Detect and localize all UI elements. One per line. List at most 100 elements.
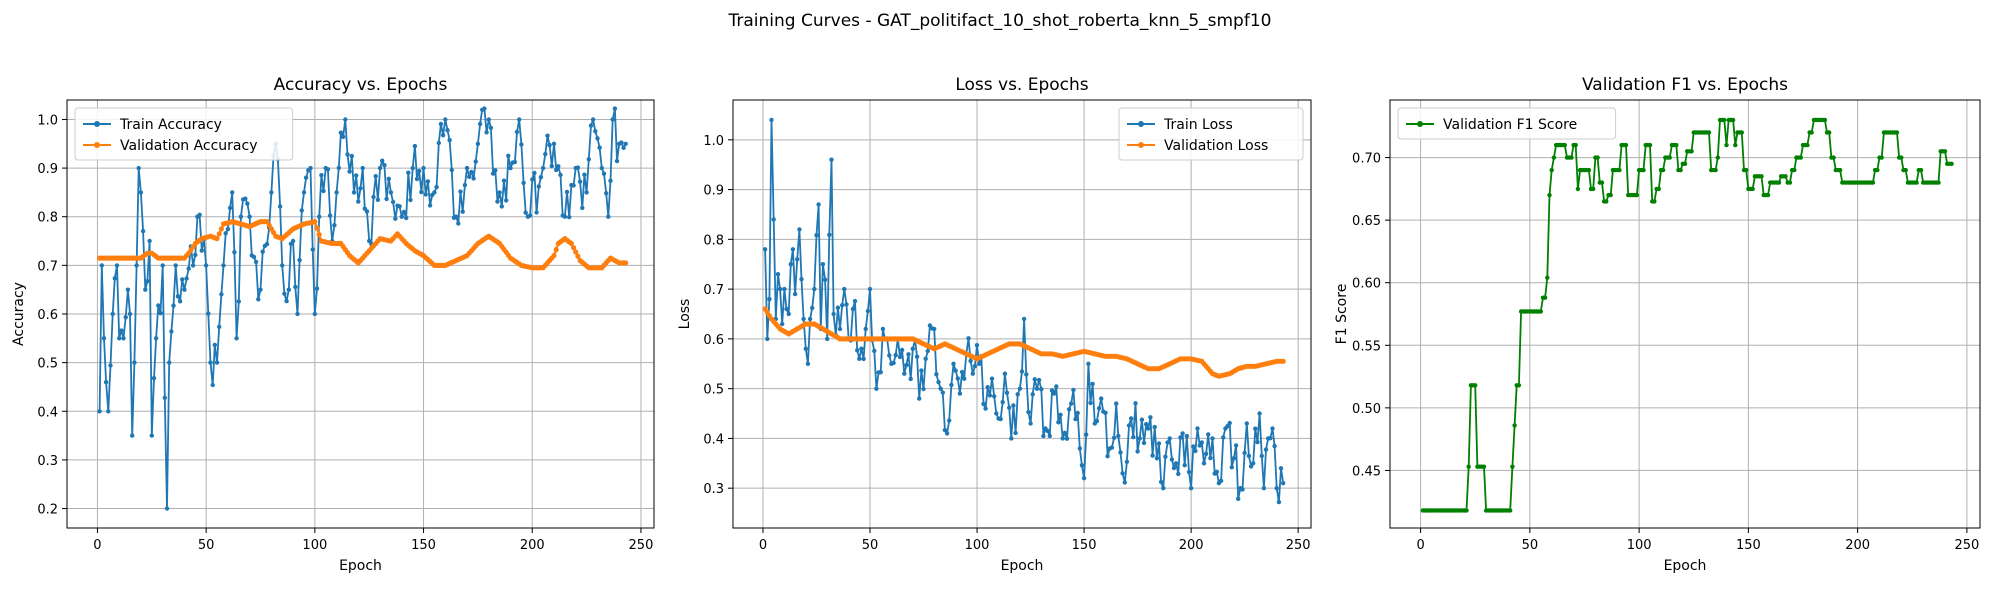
- data-point: [863, 326, 868, 332]
- data-point: [299, 208, 304, 213]
- data-point: [1084, 432, 1089, 437]
- data-point: [456, 221, 461, 226]
- data-point: [1608, 192, 1613, 198]
- data-point: [604, 191, 609, 196]
- data-point: [771, 217, 776, 222]
- data-point: [953, 368, 958, 373]
- data-point: [162, 395, 167, 400]
- data-point: [110, 311, 115, 317]
- data-point: [247, 214, 252, 219]
- data-point: [610, 117, 615, 122]
- data-point: [983, 406, 988, 411]
- x-tick-label: 100: [302, 538, 327, 553]
- data-point: [454, 214, 459, 219]
- data-point: [837, 326, 843, 332]
- data-point: [1017, 386, 1023, 391]
- data-point: [425, 179, 431, 184]
- data-point: [1054, 384, 1059, 389]
- data-point: [777, 286, 783, 292]
- data-point: [408, 197, 413, 203]
- data-point: [1246, 453, 1252, 459]
- x-tick-label: 200: [1845, 538, 1870, 553]
- data-point: [1787, 180, 1793, 185]
- data-point: [256, 297, 261, 302]
- data-point: [1137, 436, 1142, 441]
- series-validation-loss: [762, 306, 1286, 379]
- data-point: [1765, 192, 1771, 198]
- plot-frame: [732, 99, 1312, 529]
- data-point: [1051, 391, 1057, 396]
- data-point: [577, 179, 583, 184]
- data-point: [121, 336, 126, 341]
- data-point: [944, 431, 950, 436]
- data-point: [1122, 480, 1128, 485]
- data-point: [1161, 486, 1166, 491]
- data-point: [831, 311, 836, 317]
- data-point: [810, 305, 815, 311]
- data-point: [1678, 167, 1683, 173]
- data-point: [264, 241, 270, 247]
- data-point: [1103, 410, 1108, 415]
- data-point: [1004, 390, 1010, 395]
- data-point: [1218, 478, 1224, 483]
- data-point: [1096, 406, 1102, 411]
- data-point: [1195, 426, 1200, 431]
- data-point: [1163, 454, 1168, 459]
- data-point: [1586, 167, 1592, 173]
- data-point: [530, 177, 535, 182]
- data-point: [1058, 412, 1063, 417]
- data-point: [210, 382, 215, 388]
- data-point: [1822, 117, 1828, 123]
- data-point: [573, 249, 579, 255]
- data-point: [1744, 167, 1749, 173]
- data-point: [214, 236, 220, 242]
- data-point: [799, 277, 804, 282]
- data-point: [445, 128, 450, 133]
- data-point: [1473, 383, 1478, 388]
- x-tick-label: 50: [198, 538, 215, 553]
- data-point: [551, 141, 557, 146]
- data-point: [1660, 167, 1666, 173]
- legend-swatch-marker: [1138, 121, 1144, 127]
- data-point: [303, 175, 309, 180]
- data-point: [1105, 454, 1110, 459]
- data-point: [1201, 461, 1207, 466]
- data-point: [327, 213, 333, 218]
- data-point: [540, 165, 546, 171]
- data-point: [1595, 155, 1600, 160]
- data-point: [1783, 174, 1788, 179]
- data-point: [471, 176, 476, 181]
- data-point: [590, 117, 596, 122]
- data-point: [284, 298, 289, 304]
- data-point: [593, 129, 598, 134]
- data-point: [891, 360, 896, 366]
- data-point: [212, 342, 217, 348]
- data-point: [145, 279, 150, 284]
- data-point: [553, 247, 559, 253]
- legend-swatch-marker: [1417, 121, 1423, 127]
- data-point: [280, 263, 285, 268]
- y-axis-label: Accuracy: [11, 282, 27, 346]
- data-point: [473, 159, 478, 164]
- data-point: [406, 170, 411, 175]
- data-point: [149, 433, 154, 438]
- data-point: [1549, 167, 1554, 173]
- data-point: [236, 299, 241, 304]
- data-point: [1545, 275, 1550, 280]
- data-point: [1242, 450, 1247, 456]
- data-point: [517, 117, 522, 122]
- data-point: [397, 204, 402, 209]
- data-point: [623, 260, 629, 266]
- data-point: [225, 226, 231, 232]
- data-point: [970, 371, 975, 376]
- data-point: [1623, 142, 1629, 148]
- data-point: [536, 184, 541, 189]
- data-point: [354, 173, 359, 178]
- data-point: [855, 348, 860, 353]
- x-tick-label: 50: [862, 538, 879, 553]
- data-point: [227, 205, 233, 211]
- data-point: [490, 171, 496, 176]
- data-point: [1562, 142, 1568, 148]
- data-point: [998, 416, 1003, 422]
- data-point: [1221, 435, 1226, 440]
